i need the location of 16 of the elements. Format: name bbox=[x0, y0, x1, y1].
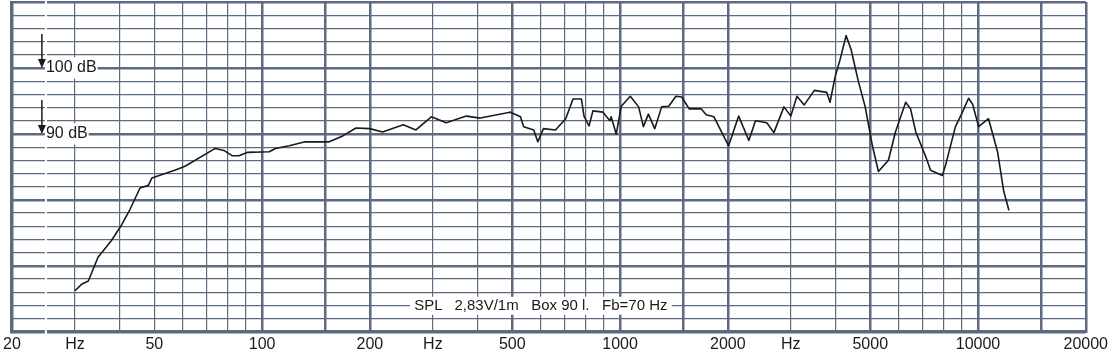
x-tick-label: 1000 bbox=[602, 334, 638, 352]
annotation: SPL 2,83V/1m Box 90 l. Fb=70 Hz bbox=[414, 295, 668, 313]
x-tick-label: 2000 bbox=[710, 334, 746, 352]
y-tick-label: 100 dB bbox=[45, 58, 97, 76]
x-tick-label: 50 bbox=[145, 334, 164, 352]
x-tick-label: Hz bbox=[423, 334, 443, 352]
x-tick-label: Hz bbox=[65, 334, 85, 352]
x-tick-label: 5000 bbox=[852, 334, 889, 352]
x-tick-label: 20 bbox=[3, 334, 21, 352]
x-tick-label: 100 bbox=[248, 334, 276, 352]
x-tick-label: 20000 bbox=[1063, 334, 1109, 352]
x-tick-label: 500 bbox=[498, 334, 526, 352]
x-tick-label: Hz bbox=[781, 334, 801, 352]
y-tick-label: 90 dB bbox=[45, 124, 88, 142]
x-tick-label: 200 bbox=[356, 334, 384, 352]
x-tick-label: 10000 bbox=[955, 334, 1001, 352]
